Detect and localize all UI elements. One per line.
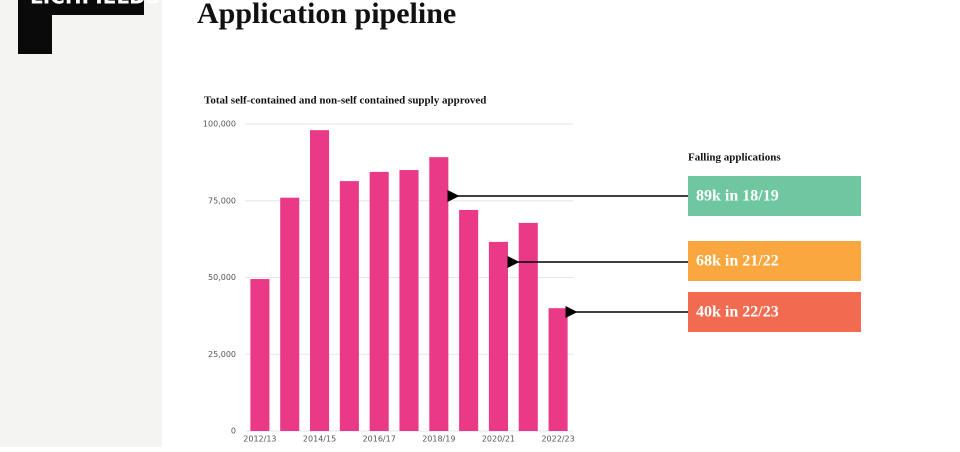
bar: [369, 171, 389, 431]
annotation-box: [688, 292, 861, 332]
bar: [488, 241, 508, 431]
chart-title: Total self-contained and non-self contai…: [204, 95, 486, 107]
bar: [459, 209, 479, 431]
x-tick-label: 2016/17: [363, 435, 396, 444]
annotation-box: [688, 241, 861, 281]
logo-block: [18, 0, 144, 54]
bar: [429, 157, 449, 431]
x-tick-label: 2012/13: [243, 435, 276, 444]
annotation-box: [688, 176, 861, 216]
page-title: Application pipeline: [197, 0, 456, 30]
x-tick-label: 2022/23: [541, 435, 574, 444]
annotation-text: 89k in 18/19: [696, 188, 779, 205]
y-tick-label: 50,000: [208, 273, 236, 282]
sidebar: [0, 0, 162, 447]
annotation-heading: Falling applications: [688, 152, 781, 164]
x-tick-label: 2020/21: [482, 435, 515, 444]
annotation-text: 40k in 22/23: [696, 304, 779, 321]
bar: [518, 222, 538, 431]
bar: [280, 197, 300, 431]
y-tick-label: 75,000: [208, 196, 236, 205]
y-tick-label: 0: [231, 427, 236, 436]
annotation-boxes: 89k in 18/19 68k in 21/22 40k in 22/23: [688, 176, 861, 332]
x-tick-label: 2014/15: [303, 435, 336, 444]
bar: [310, 130, 330, 431]
bar: [399, 170, 419, 432]
bar: [548, 308, 568, 431]
x-tick-label: 2018/19: [422, 435, 455, 444]
annotation-text: 68k in 21/22: [696, 253, 779, 270]
logo: LICHFIELDS: [30, 0, 160, 9]
y-tick-label: 25,000: [208, 350, 236, 359]
bar: [339, 181, 359, 431]
bar: [250, 279, 270, 431]
y-tick-label: 100,000: [203, 120, 236, 129]
plot: 0 25,000 50,000 75,000 100,000 2012/13 2014/15…: [203, 120, 575, 444]
